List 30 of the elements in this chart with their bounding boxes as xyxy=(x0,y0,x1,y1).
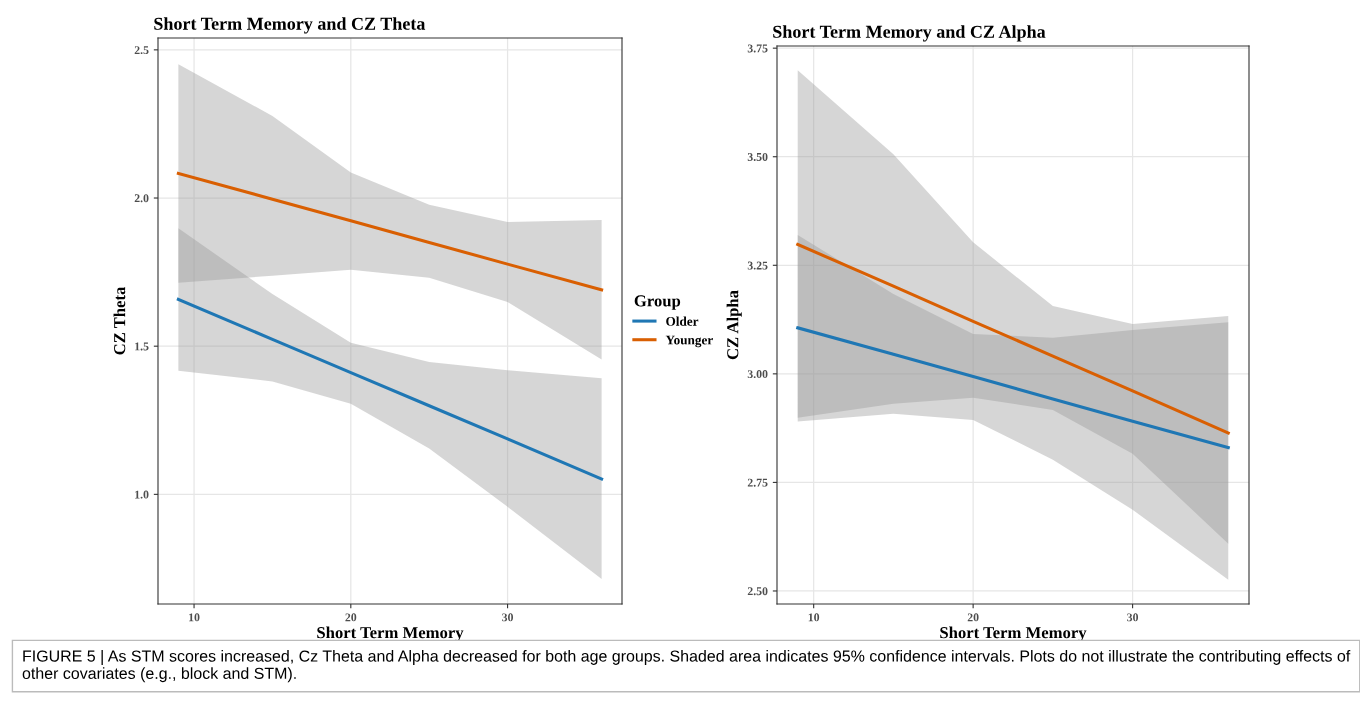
line-series xyxy=(176,171,604,292)
y-tick-label: 2.5 xyxy=(134,46,149,55)
y-tick-label: 1.0 xyxy=(135,490,149,499)
x-tick-label: 30 xyxy=(1127,613,1139,622)
y-tick-label: 1.5 xyxy=(135,342,149,351)
line-series xyxy=(796,242,1230,435)
x-tick-label: 10 xyxy=(189,613,200,622)
chart-title: Short Term Memory and CZ Theta xyxy=(154,17,426,34)
legend-label: Younger xyxy=(665,335,713,348)
x-axis-title: Short Term Memory xyxy=(317,626,464,642)
y-tick-label: 3.00 xyxy=(747,370,768,379)
y-tick-label: 3.25 xyxy=(747,261,768,270)
x-tick-label: 20 xyxy=(967,613,979,622)
legend-title: Group xyxy=(634,295,681,310)
y-tick-label: 3.50 xyxy=(747,152,768,161)
caption: FIGURE 5 | As STM scores increased, Cz Theta and Alpha decreased for both age groups. Shaded area indicates 95% confidence intervals. Plots do not illustrate the contributing effects of other covariates (e.g., block and STM). xyxy=(22,650,1351,683)
x-tick-label: 10 xyxy=(808,613,820,622)
line-series xyxy=(796,326,1230,450)
legend-label: Older xyxy=(666,316,699,326)
chart-title: Short Term Memory and CZ Alpha xyxy=(773,25,1046,42)
y-axis-title: CZ Theta xyxy=(113,286,126,355)
x-tick-label: 20 xyxy=(345,613,357,622)
y-axis-title: CZ Alpha xyxy=(726,290,742,360)
y-tick-label: 3.75 xyxy=(747,44,768,53)
x-tick-label: 30 xyxy=(502,613,514,622)
x-axis-title: Short Term Memory xyxy=(940,626,1087,642)
y-tick-label: 2.75 xyxy=(747,478,768,487)
line-series xyxy=(176,297,604,481)
y-tick-label: 2.50 xyxy=(747,587,768,596)
y-tick-label: 2.0 xyxy=(134,194,149,203)
